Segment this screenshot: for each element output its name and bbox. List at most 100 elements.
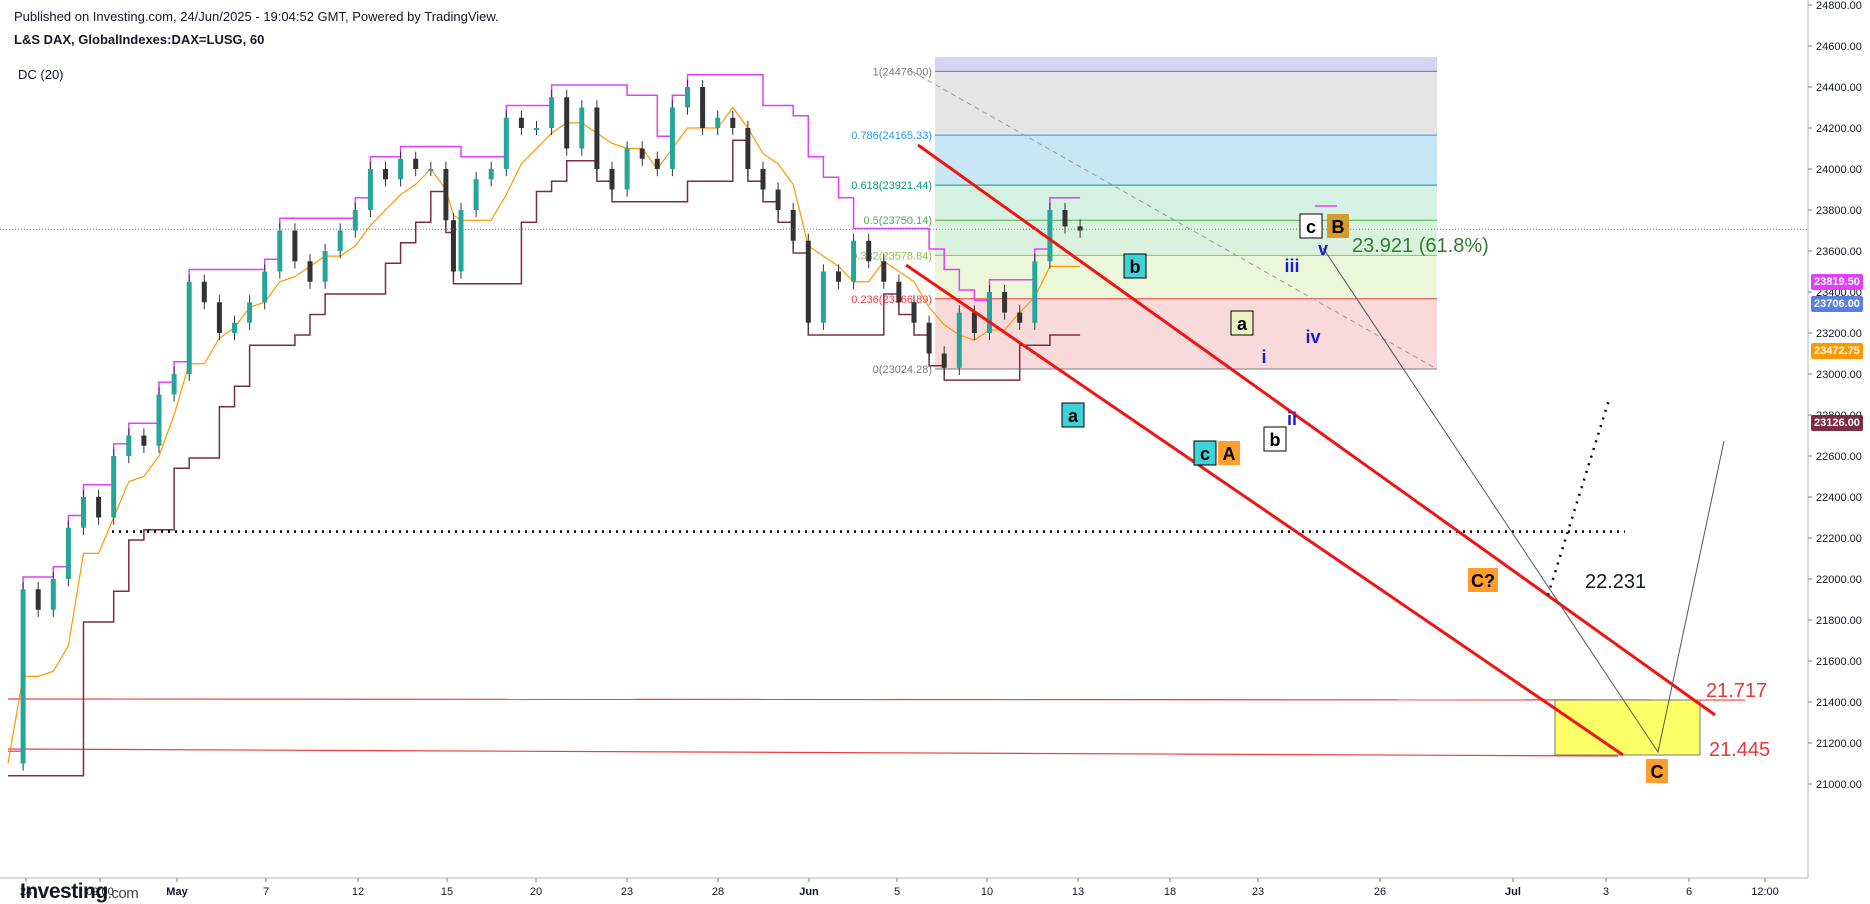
x-tick-label: 09:00 [86,886,114,898]
candle-body [896,281,902,303]
x-tick-label: 7 [263,886,269,898]
x-tick-label: 15 [441,886,453,898]
indicator-label[interactable]: DC (20) [18,67,64,82]
published-header: Published on Investing.com, 24/Jun/2025 … [14,9,499,24]
x-tick-label: 3 [1603,886,1609,898]
candle-body [775,189,781,210]
channel-line-lower [905,263,1624,757]
support-line-lower [7,748,1619,757]
y-tick-label: 24600.00 [1816,41,1862,53]
fib-zone [935,135,1437,186]
wave-label-text: iii [1284,256,1299,276]
logo-suffix: .com [107,885,139,902]
fib-trend-line [911,70,1438,370]
logo-name: Investing [20,880,108,903]
candle-body [35,589,41,610]
target-level-label: 21.717 [1706,680,1767,702]
candle-body [1002,292,1008,313]
candle-body [50,579,56,610]
candle-body [413,158,419,169]
candle-body [292,230,298,262]
candle-body [549,97,555,128]
fib-extension-zone [935,57,1437,72]
y-tick-label: 23200.00 [1816,328,1862,340]
wave-label-text: b [1270,430,1281,450]
candle-body [987,292,992,333]
candle-body [579,107,585,149]
target-level-label: 22.231 [1585,571,1646,593]
candle-body [488,169,494,180]
candle-body [654,158,660,169]
fib-zone [935,298,1437,370]
wave-label-text: c [1306,217,1316,237]
candle-body [971,312,977,333]
candle-body [639,148,645,159]
candle-body [926,322,932,354]
candle-body [805,240,811,323]
candle-body [715,117,721,128]
candle-body [450,220,456,272]
candle-body [669,107,675,169]
candle-body [700,87,706,128]
wave-label-box [1299,213,1323,239]
wave-label-box [1218,441,1240,465]
wave-label-text: c [1200,444,1210,464]
wave-label-text: v [1318,239,1328,259]
wave-label-text: i [1261,347,1266,367]
candle-body [881,261,887,282]
candle-body [186,281,192,374]
wave-label-box [1646,759,1668,783]
wave-label-text: a [1237,314,1248,334]
wave-label-box [1193,440,1217,466]
candle-body [262,271,268,303]
candle-body [443,169,449,221]
y-tick-label: 22000.00 [1816,574,1862,586]
x-tick-label: 26 [1374,886,1386,898]
y-tick-label: 24400.00 [1816,82,1862,94]
candle-body [322,251,328,282]
donchian-middle-band [7,106,1081,764]
candle-body [594,107,600,169]
candle-body [685,87,690,108]
candle-body [1017,312,1023,323]
candle-body [956,312,962,368]
donchian-lower-band [8,139,1081,777]
x-tick-label: 23 [621,886,633,898]
x-tick-label: 10 [981,886,993,898]
wave-label-box [1263,426,1287,452]
y-tick-label: 23600.00 [1816,246,1862,258]
wave-label-text: iv [1305,327,1320,347]
support-line-upper [7,698,1746,701]
candle-body [216,302,222,333]
price-tag: 23126.00 [1811,415,1863,431]
x-tick-label: 23 [1252,886,1264,898]
y-tick-label: 22400.00 [1816,492,1862,504]
candle-body [1062,210,1068,227]
fib-level-label: 0.382(23578.84) [851,250,932,262]
candle-body [126,435,132,456]
projected-path [1322,247,1725,754]
candle-body [866,240,872,262]
y-tick-label: 22600.00 [1816,451,1862,463]
candles [20,79,1083,771]
candle-body [473,179,479,210]
x-tick-label: 6 [1686,886,1692,898]
x-tick-label: 13 [1072,886,1084,898]
x-tick-label: 18 [1164,886,1176,898]
fib-zone [935,185,1437,221]
candle-body [790,210,796,241]
x-tick-label: May [166,886,188,898]
target-zone-box [1554,699,1701,756]
x-tick-label: 5 [894,886,900,898]
candle-body [201,281,207,303]
candle-body [624,148,630,190]
y-tick-label: 24800.00 [1816,0,1862,12]
y-tick-label: 22200.00 [1816,533,1862,545]
fib-level-label: 1(24476.00) [873,66,932,78]
candle-body [760,169,766,190]
candle-body [367,169,373,210]
x-tick-label: 20 [530,886,542,898]
x-tick-label: Jun [799,886,819,898]
donchian-upper-band [8,73,1081,752]
